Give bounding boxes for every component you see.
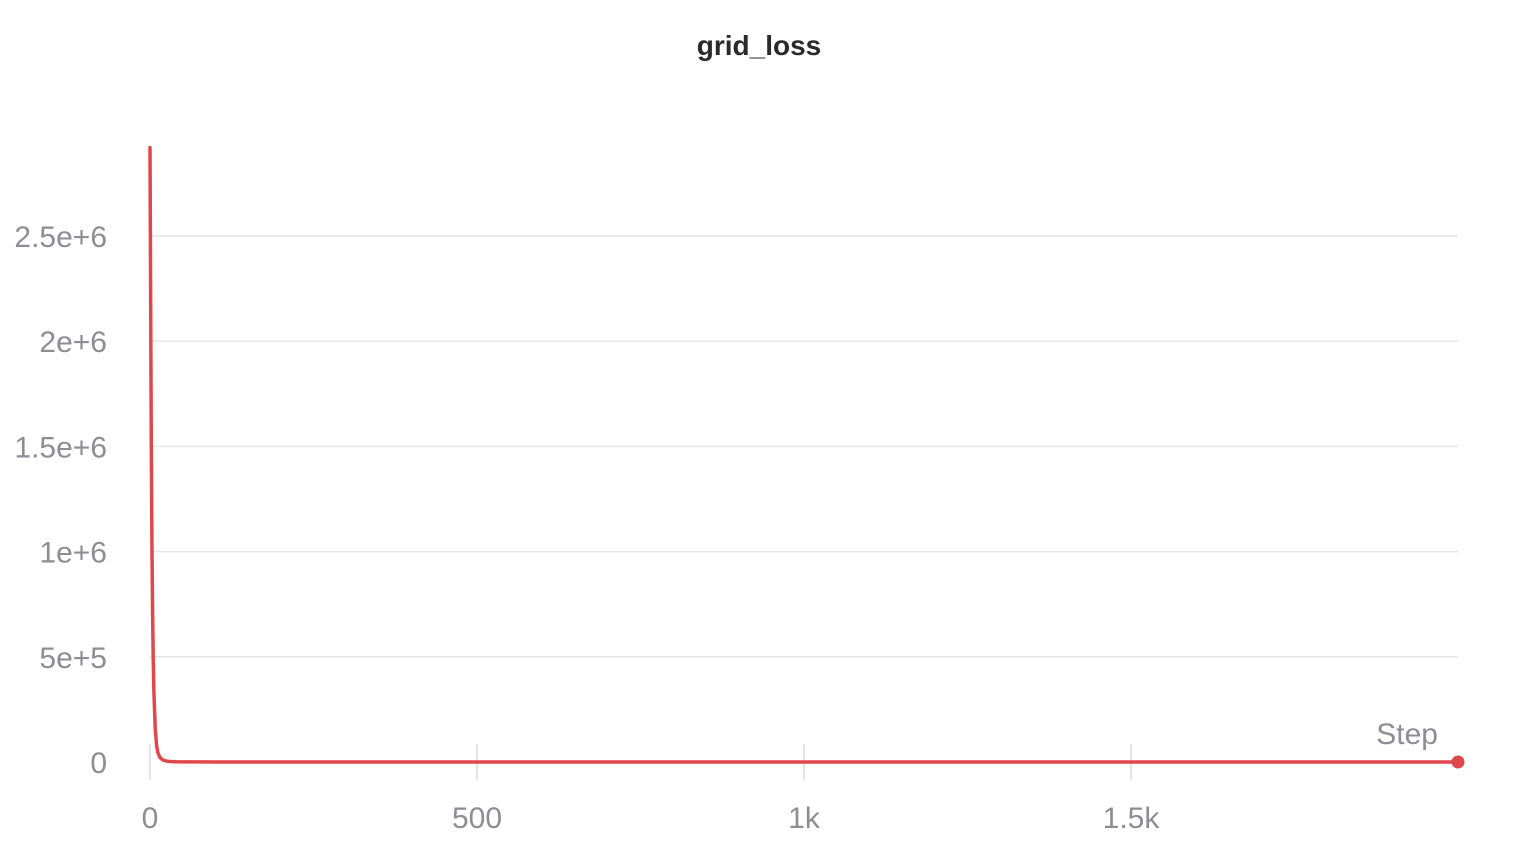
grid-lines: [150, 235, 1458, 658]
y-tick-label: 1.5e+6: [14, 431, 107, 464]
y-tick-label: 2.5e+6: [14, 221, 107, 254]
y-tick-label: 0: [90, 747, 107, 780]
series-layer: [148, 145, 1465, 769]
x-tick-label: 1k: [788, 802, 821, 835]
y-axis-tick-labels: 0 5e+5 1e+6 1.5e+6 2e+6 2.5e+6: [14, 221, 107, 780]
x-tick-label: 1.5k: [1103, 802, 1161, 835]
x-tick-label: 0: [142, 802, 159, 835]
y-tick-label: 1e+6: [39, 537, 107, 570]
y-tick-label: 5e+5: [39, 642, 107, 675]
series-line: [148, 145, 1460, 764]
x-axis-tick-labels: 0 500 1k 1.5k: [142, 802, 1161, 835]
chart-title: grid_loss: [696, 30, 822, 61]
x-axis-title: Step: [1376, 718, 1438, 751]
x-tick-label: 500: [452, 802, 502, 835]
y-tick-label: 2e+6: [39, 326, 107, 359]
series-end-point: [1451, 755, 1465, 769]
